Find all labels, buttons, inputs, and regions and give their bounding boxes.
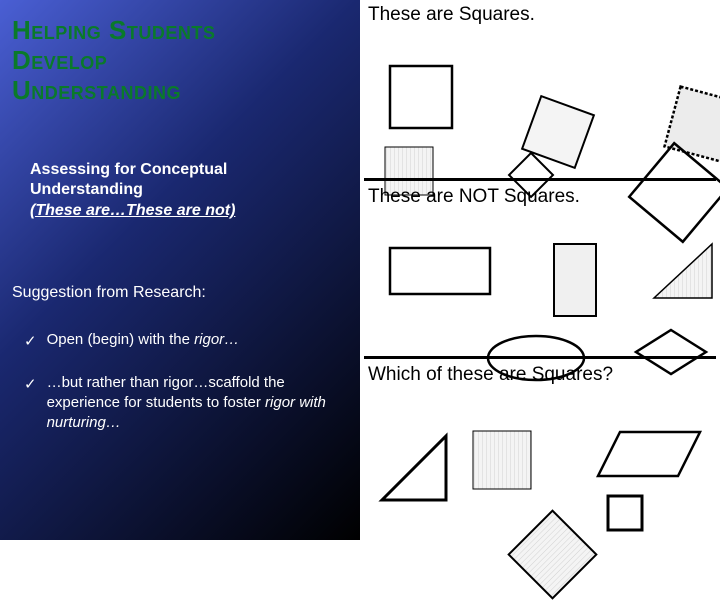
divider-1 [364,178,716,181]
slide-title: Helping Students Develop Understanding [12,16,348,106]
wh-shape [378,432,450,504]
ns-shape [386,244,494,298]
wh-shape [506,508,599,601]
bullet-item: ✓ …but rather than rigor…scaffold the exp… [12,373,348,434]
section-not-squares: These are NOT Squares. [368,186,712,214]
bullet-text: Open (begin) with the rigor… [47,330,240,350]
bullet-list: ✓ Open (begin) with the rigor… ✓ …but rathe… [12,330,348,433]
research-header: Suggestion from Research: [12,282,348,304]
section-title-not-squares: These are NOT Squares. [368,186,712,208]
section-which: Which of these are Squares? [368,364,712,392]
section-title-which: Which of these are Squares? [368,364,712,386]
title-line1: Helping Students [12,16,348,46]
section-title-squares: These are Squares. [368,4,712,26]
bullet-text: …but rather than rigor…scaffold the expe… [47,373,348,434]
title-line3: Understanding [12,76,348,106]
ns-shape [550,240,600,320]
wh-shape [604,492,646,534]
check-icon: ✓ [24,332,37,350]
subtitle-block: Assessing for Conceptual Understanding (… [30,160,348,222]
subtitle-line2: Understanding [30,180,348,201]
ns-shape [650,240,716,302]
sq-shape [386,62,456,132]
bullet-item: ✓ Open (begin) with the rigor… [12,330,348,350]
right-panel: These are Squares. These are NOT Squares… [360,0,720,540]
title-line2: Develop [12,46,348,76]
section-squares: These are Squares. [368,4,712,32]
wh-shape [594,428,704,480]
divider-2 [364,356,716,359]
left-panel: Helping Students Develop Understanding A… [0,0,360,540]
subtitle-line1: Assessing for Conceptual [30,160,348,181]
wh-shape [470,428,534,492]
check-icon: ✓ [24,375,37,393]
subtitle-line3: (These are…These are not) [30,201,348,222]
